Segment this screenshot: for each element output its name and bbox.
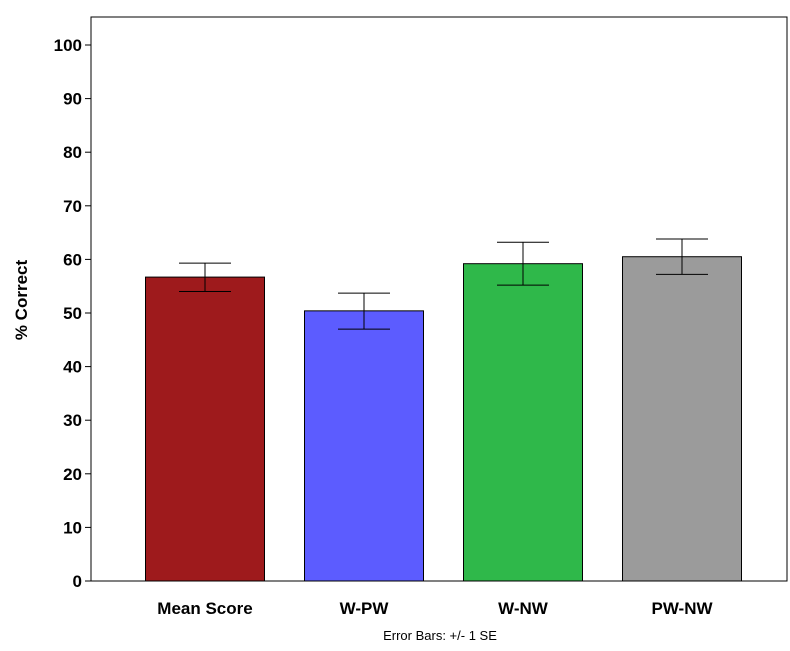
bar (304, 310, 424, 582)
bar (145, 276, 265, 582)
y-axis-title: % Correct (12, 260, 31, 341)
bar (622, 256, 742, 582)
x-category-label: W-PW (340, 599, 390, 618)
bars (145, 256, 742, 582)
x-category-label: W-NW (498, 599, 549, 618)
y-axis: 0 10 20 30 40 50 60 70 80 90 100 (54, 36, 91, 591)
x-category-label: PW-NW (651, 599, 713, 618)
y-tick-label: 60 (63, 250, 82, 269)
error-bars (179, 238, 708, 330)
y-tick-label: 90 (63, 90, 82, 109)
y-tick-label: 100 (54, 36, 82, 55)
y-tick-label: 40 (63, 358, 82, 377)
y-tick-label: 10 (63, 518, 82, 537)
bar (463, 263, 583, 582)
y-tick-label: 30 (63, 411, 82, 430)
y-tick-label: 0 (73, 572, 82, 591)
x-axis-labels: Mean Score W-PW W-NW PW-NW (157, 599, 713, 618)
y-tick-label: 50 (63, 304, 82, 323)
x-category-label: Mean Score (157, 599, 252, 618)
y-tick-label: 70 (63, 197, 82, 216)
y-tick-label: 80 (63, 143, 82, 162)
error-bars-footnote: Error Bars: +/- 1 SE (383, 628, 497, 643)
plot-frame (90, 16, 788, 582)
y-tick-label: 20 (63, 465, 82, 484)
